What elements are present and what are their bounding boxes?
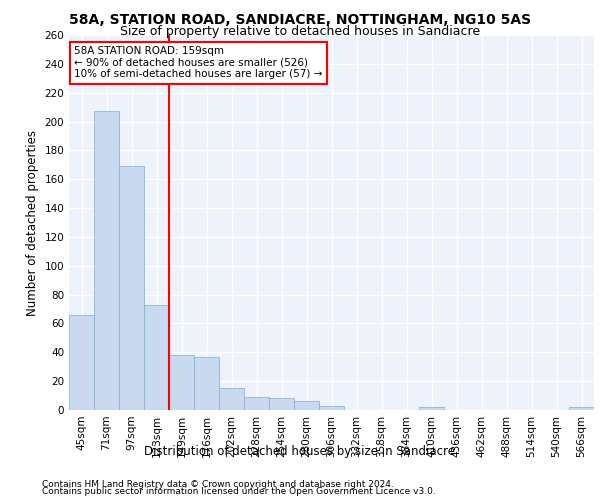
Bar <box>169 355 194 410</box>
Y-axis label: Number of detached properties: Number of detached properties <box>26 130 39 316</box>
Bar <box>144 304 169 410</box>
Bar <box>419 407 444 410</box>
Text: Distribution of detached houses by size in Sandiacre: Distribution of detached houses by size … <box>145 444 455 458</box>
Bar <box>94 112 119 410</box>
Bar <box>69 315 94 410</box>
Text: 58A STATION ROAD: 159sqm
← 90% of detached houses are smaller (526)
10% of semi-: 58A STATION ROAD: 159sqm ← 90% of detach… <box>74 46 323 80</box>
Text: Contains HM Land Registry data © Crown copyright and database right 2024.: Contains HM Land Registry data © Crown c… <box>42 480 394 489</box>
Bar <box>244 397 269 410</box>
Text: Size of property relative to detached houses in Sandiacre: Size of property relative to detached ho… <box>120 25 480 38</box>
Text: Contains public sector information licensed under the Open Government Licence v3: Contains public sector information licen… <box>42 487 436 496</box>
Bar <box>219 388 244 410</box>
Bar <box>569 407 594 410</box>
Bar <box>119 166 144 410</box>
Bar <box>294 402 319 410</box>
Bar <box>194 356 219 410</box>
Bar <box>319 406 344 410</box>
Text: 58A, STATION ROAD, SANDIACRE, NOTTINGHAM, NG10 5AS: 58A, STATION ROAD, SANDIACRE, NOTTINGHAM… <box>69 12 531 26</box>
Bar <box>269 398 294 410</box>
